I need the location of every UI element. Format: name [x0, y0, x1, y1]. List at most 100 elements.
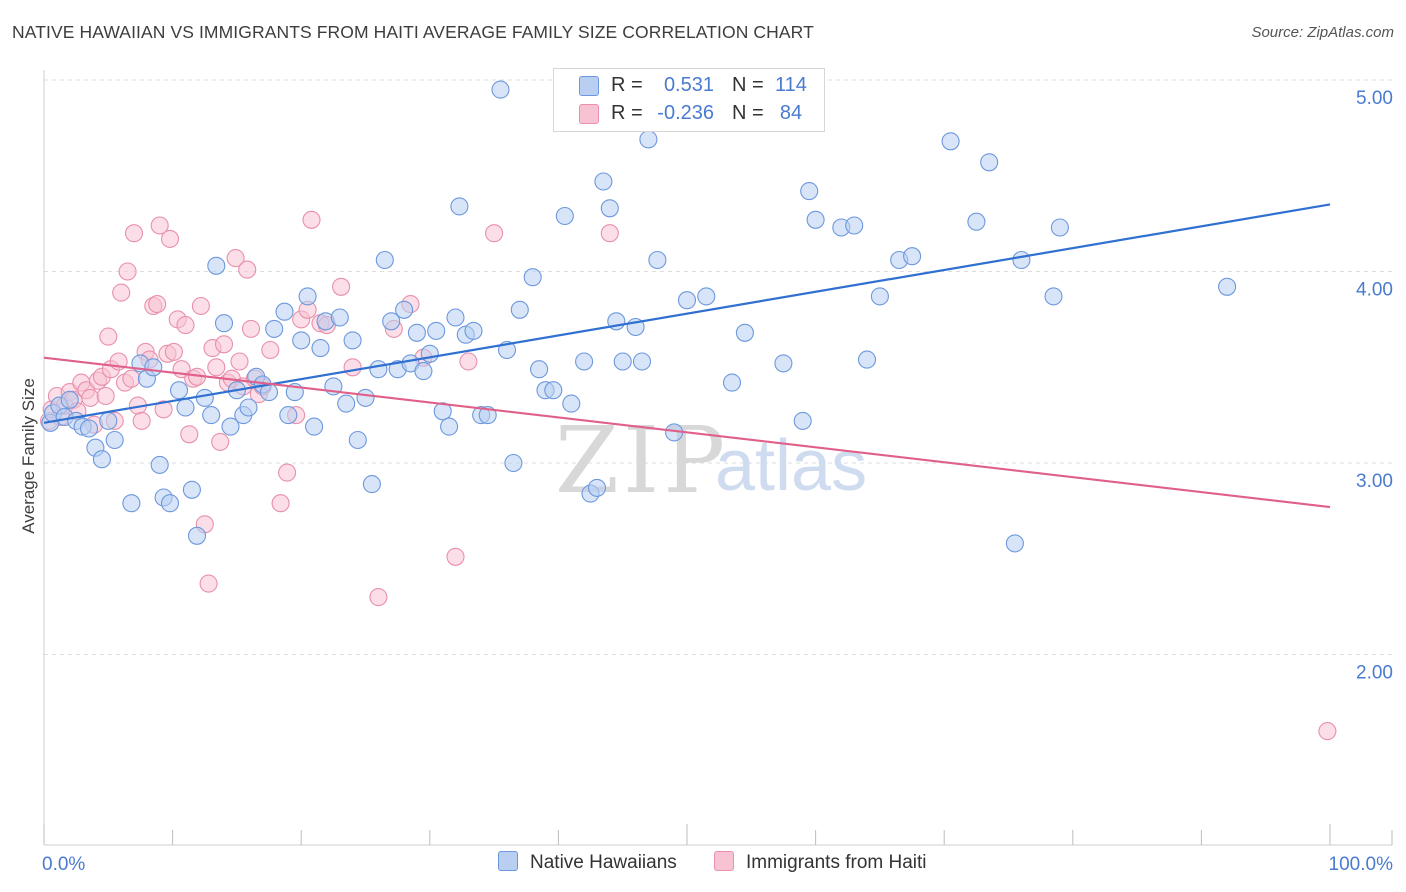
data-point-immigrants-from-haiti: [180, 425, 199, 444]
data-point-native-hawaiian: [275, 302, 294, 321]
data-point-immigrants-from-haiti: [154, 400, 173, 419]
data-point-native-hawaiian: [427, 321, 446, 340]
n-label: N =: [732, 74, 764, 96]
data-point-native-hawaiian: [279, 406, 298, 425]
data-point-immigrants-from-haiti: [369, 588, 388, 607]
data-point-native-hawaiian: [362, 475, 381, 494]
data-point-native-hawaiian: [504, 453, 523, 473]
y-tick-labels: 2.00 3.00 4.00 5.00: [1356, 88, 1393, 684]
data-point-native-hawaiian: [202, 406, 221, 425]
data-point-immigrants-from-haiti: [211, 432, 230, 451]
r-value: 0.531: [663, 74, 714, 96]
data-point-native-hawaiian: [1050, 218, 1069, 237]
data-point-immigrants-from-haiti: [150, 216, 169, 235]
series-legend: Native Hawaiians Immigrants from Haiti: [0, 851, 1406, 879]
y-tick-label: 2.00: [1356, 663, 1393, 684]
data-point-native-hawaiian: [311, 339, 330, 358]
data-point-immigrants-from-haiti: [132, 411, 151, 430]
data-point-immigrants-from-haiti: [96, 386, 115, 406]
x-tick-label-min: 0.0%: [42, 854, 85, 875]
data-point-native-hawaiian: [187, 526, 207, 545]
data-point-native-hawaiian: [182, 480, 201, 499]
data-point-native-hawaiian: [176, 398, 195, 417]
data-point-immigrants-from-haiti: [191, 296, 210, 316]
data-point-native-hawaiian: [967, 212, 986, 231]
data-point-native-hawaiian: [305, 417, 324, 436]
pink-swatch: [579, 104, 599, 124]
data-point-native-hawaiian: [440, 417, 459, 436]
data-point-native-hawaiian: [144, 358, 163, 377]
y-tick-label: 4.00: [1356, 280, 1393, 301]
data-point-native-hawaiian: [169, 381, 189, 400]
data-point-immigrants-from-haiti: [112, 283, 131, 302]
trend-lines: [43, 203, 1331, 509]
data-point-native-hawaiian: [697, 287, 716, 306]
pink-swatch: [714, 851, 734, 871]
x-tick-label-max: 100.0%: [1329, 854, 1394, 875]
data-point-immigrants-from-haiti: [122, 369, 141, 388]
data-point-immigrants-from-haiti: [1318, 722, 1337, 741]
data-point-native-hawaiian: [343, 331, 362, 350]
data-point-immigrants-from-haiti: [278, 463, 297, 482]
data-point-immigrants-from-haiti: [176, 316, 195, 335]
data-point-native-hawaiian: [800, 182, 819, 201]
data-point-native-hawaiian: [414, 362, 433, 381]
x-axis-ticks: [43, 824, 1393, 845]
blue-swatch: [579, 76, 599, 96]
data-point-immigrants-from-haiti: [459, 352, 478, 371]
data-point-native-hawaiian: [575, 352, 594, 371]
data-point-immigrants-from-haiti: [446, 547, 465, 566]
data-point-immigrants-from-haiti: [118, 262, 137, 281]
data-point-native-hawaiian: [1218, 277, 1237, 296]
y-tick-label: 5.00: [1356, 88, 1393, 109]
data-point-native-hawaiian: [298, 287, 317, 306]
data-point-native-hawaiian: [845, 216, 864, 235]
data-point-immigrants-from-haiti: [81, 388, 100, 407]
data-point-native-hawaiian: [870, 287, 889, 306]
data-point-native-hawaiian: [105, 430, 124, 450]
data-point-native-hawaiian: [265, 319, 284, 338]
data-point-immigrants-from-haiti: [302, 210, 321, 229]
data-point-immigrants-from-haiti: [485, 224, 504, 243]
r-value: -0.236: [657, 102, 714, 124]
data-point-native-hawaiian: [292, 331, 311, 350]
correlation-legend: R = 0.531 N = 114 R = -0.236 N = 84: [553, 68, 825, 132]
data-point-native-hawaiian: [1005, 534, 1024, 553]
data-point-native-hawaiian: [221, 417, 240, 436]
data-point-immigrants-from-haiti: [271, 494, 290, 513]
legend-label: Native Hawaiians: [530, 852, 677, 873]
data-point-native-hawaiian: [337, 394, 356, 413]
data-point-immigrants-from-haiti: [226, 249, 245, 268]
data-point-native-hawaiian: [722, 373, 742, 392]
data-point-native-hawaiian: [523, 268, 542, 287]
data-point-immigrants-from-haiti: [261, 340, 280, 360]
data-point-native-hawaiian: [348, 430, 367, 450]
data-point-immigrants-from-haiti: [241, 319, 261, 338]
trend-line-immigrants-from-haiti: [43, 356, 1331, 509]
data-point-native-hawaiian: [122, 494, 141, 513]
data-point-native-hawaiian: [677, 291, 697, 310]
data-point-immigrants-from-haiti: [124, 224, 144, 243]
data-point-native-hawaiian: [375, 250, 394, 270]
watermark-zip: ZIP: [555, 407, 729, 514]
data-point-native-hawaiian: [587, 478, 607, 497]
data-point-immigrants-from-haiti: [214, 335, 234, 354]
data-point-native-hawaiian: [407, 323, 426, 342]
r-label: R =: [611, 74, 643, 96]
data-point-native-hawaiian: [613, 352, 632, 371]
data-point-native-hawaiian: [980, 153, 999, 172]
data-point-native-hawaiian: [555, 206, 574, 226]
n-value: 84: [779, 102, 803, 124]
data-point-native-hawaiian: [92, 450, 111, 469]
trend-line-native-hawaiians: [43, 203, 1331, 424]
n-value: 114: [775, 74, 807, 96]
data-point-native-hawaiian: [60, 390, 79, 409]
data-point-immigrants-from-haiti: [148, 295, 167, 314]
data-point-native-hawaiian: [382, 312, 401, 331]
data-point-native-hawaiian: [648, 250, 667, 270]
axes: [43, 70, 1392, 846]
y-axis-label: Average Family Size: [19, 378, 38, 534]
data-point-native-hawaiian: [450, 197, 469, 216]
data-point-native-hawaiian: [1044, 287, 1063, 306]
